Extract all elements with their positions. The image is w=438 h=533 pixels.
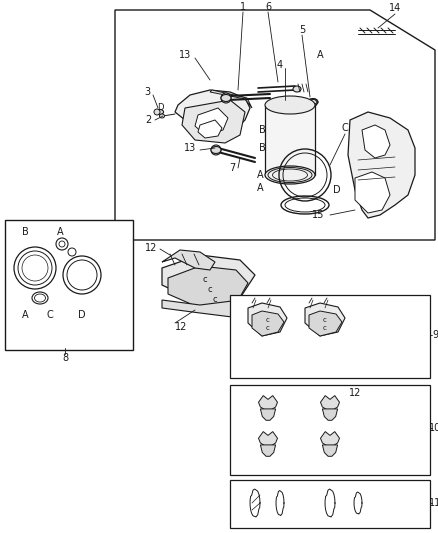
Polygon shape [168, 266, 248, 308]
Text: D: D [157, 103, 163, 112]
Polygon shape [309, 311, 342, 336]
Text: 8: 8 [62, 353, 68, 363]
Text: 13: 13 [184, 143, 196, 153]
Ellipse shape [265, 166, 315, 184]
Polygon shape [198, 120, 222, 138]
Polygon shape [321, 432, 339, 446]
Text: 11: 11 [429, 498, 438, 508]
Polygon shape [348, 112, 415, 218]
Text: D: D [333, 185, 341, 195]
Polygon shape [261, 409, 276, 421]
Text: 10: 10 [429, 423, 438, 433]
Text: c: c [266, 325, 270, 331]
Bar [230, 480, 430, 528]
Ellipse shape [293, 86, 301, 92]
Text: c: c [323, 325, 327, 331]
Text: A: A [317, 50, 323, 60]
Polygon shape [162, 255, 255, 303]
Polygon shape [355, 172, 390, 213]
Polygon shape [322, 409, 338, 421]
Polygon shape [258, 395, 278, 410]
Polygon shape [248, 303, 287, 336]
Text: 9: 9 [432, 330, 438, 340]
Polygon shape [162, 300, 252, 318]
Polygon shape [322, 445, 338, 456]
Polygon shape [175, 90, 250, 132]
Circle shape [221, 93, 231, 103]
Ellipse shape [265, 96, 315, 114]
Text: A: A [57, 227, 64, 237]
Polygon shape [261, 445, 276, 456]
Text: 13: 13 [179, 50, 191, 60]
Ellipse shape [211, 147, 221, 154]
Bar [230, 295, 430, 378]
Text: 5: 5 [299, 25, 305, 35]
Text: 12: 12 [175, 322, 187, 332]
Polygon shape [162, 250, 215, 270]
Text: c: c [208, 286, 212, 295]
Ellipse shape [308, 99, 318, 106]
Polygon shape [305, 303, 345, 336]
Ellipse shape [159, 114, 165, 118]
Text: A: A [257, 170, 263, 180]
Text: 4: 4 [277, 60, 283, 70]
Text: 6: 6 [265, 2, 271, 12]
Ellipse shape [156, 109, 163, 115]
Polygon shape [258, 432, 278, 446]
Text: B: B [21, 227, 28, 237]
Polygon shape [182, 100, 245, 143]
Text: 7: 7 [229, 163, 235, 173]
Polygon shape [265, 105, 315, 175]
Text: 15: 15 [312, 210, 324, 220]
Text: c: c [323, 317, 327, 323]
Bar [230, 385, 430, 475]
Text: B: B [258, 125, 265, 135]
Polygon shape [252, 311, 284, 336]
Text: 14: 14 [389, 3, 401, 13]
Text: C: C [342, 123, 348, 133]
Text: 2: 2 [145, 115, 151, 125]
Text: B: B [258, 143, 265, 153]
Text: 12: 12 [349, 388, 361, 398]
Text: D: D [78, 310, 86, 320]
Polygon shape [210, 90, 252, 108]
Polygon shape [321, 395, 339, 410]
Bar [5, 220, 133, 350]
Text: 12: 12 [145, 243, 157, 253]
Text: c: c [266, 317, 270, 323]
Ellipse shape [221, 94, 231, 101]
Text: 1: 1 [240, 2, 246, 12]
Text: A: A [22, 310, 28, 320]
Text: A: A [257, 183, 263, 193]
Circle shape [154, 109, 160, 115]
Polygon shape [362, 125, 390, 158]
Text: c: c [213, 295, 217, 304]
Text: 3: 3 [144, 87, 150, 97]
Circle shape [211, 145, 221, 155]
Polygon shape [195, 108, 228, 135]
Text: c: c [203, 276, 207, 285]
Text: C: C [46, 310, 53, 320]
